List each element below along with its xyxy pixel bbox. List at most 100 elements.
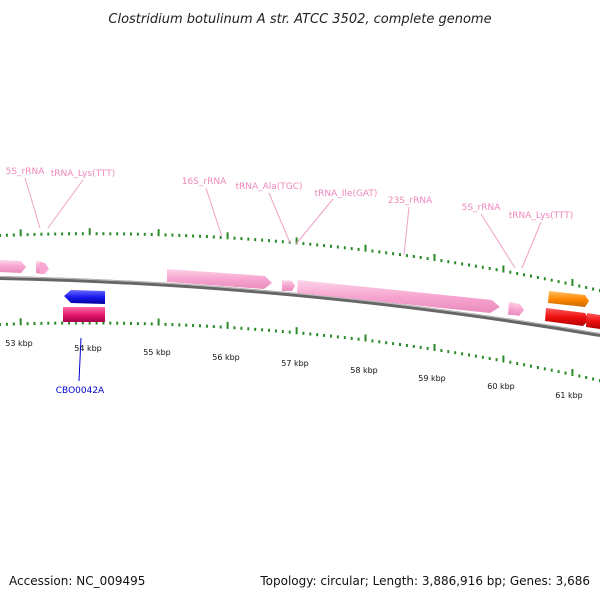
orange-cds-arrow[interactable] [548,291,589,307]
trna-lys-arrow[interactable] [514,303,524,316]
minor-tick [40,232,43,236]
minor-tick [564,281,567,285]
magenta-cds-block[interactable] [63,307,105,322]
minor-tick [543,277,546,281]
minor-tick [199,324,201,328]
minor-tick [164,322,167,326]
minor-tick [12,322,15,326]
minor-tick [585,286,588,289]
minor-tick [309,242,312,246]
minor-tick [233,236,236,240]
minor-tick [371,339,374,343]
minor-tick [5,322,8,326]
minor-tick [530,364,532,368]
minor-tick [309,332,312,336]
minor-tick [378,250,381,254]
minor-tick [68,321,70,325]
ruler-label: 59 kbp [418,374,446,383]
feature-label-trna-lys: tRNA_Lys(TTT) [51,169,116,179]
feature-label-trna-ala: tRNA_Ala(TGC) [235,182,302,192]
minor-tick [47,232,50,236]
major-tick [157,318,160,326]
upper-tick-track [0,228,600,292]
minor-tick [447,260,450,264]
blue-cds-arrow[interactable] [64,290,105,304]
minor-tick [481,265,484,269]
minor-tick [212,325,215,329]
minor-tick [550,368,553,372]
ruler-label: 58 kbp [350,366,378,375]
minor-tick [143,232,146,236]
lower-tick-track [0,317,600,382]
minor-tick [143,322,146,326]
minor-tick [578,284,581,288]
minor-tick [219,235,222,239]
minor-tick [336,335,339,339]
minor-tick [316,243,319,247]
minor-tick [192,324,195,327]
minor-tick [509,360,512,364]
minor-tick [33,322,36,325]
rrna-arrow[interactable] [0,260,26,273]
minor-tick [95,321,98,325]
minor-tick [378,340,381,344]
rrna-16s-arrow[interactable] [167,269,272,289]
major-tick [571,369,574,376]
reverse-features [63,290,105,322]
feature-label-16s-rrna: 16S_rRNA [182,177,227,187]
trna-arrow[interactable] [40,262,49,274]
feature-label-5s-rrna: 5S_rRNA [6,167,46,177]
major-tick [295,237,298,245]
rrna-23s-arrow[interactable] [297,280,500,313]
minor-tick [68,232,70,236]
minor-tick [61,232,64,236]
minor-tick [81,321,84,325]
minor-tick [150,233,153,236]
minor-tick [523,363,526,367]
minor-tick [509,270,512,274]
minor-tick [488,357,491,360]
major-tick [433,344,436,351]
minor-tick [233,326,236,330]
minor-tick [281,330,284,333]
minor-tick [543,367,546,371]
gene-label-cbo0042a[interactable]: CBO0042A [56,386,105,396]
minor-tick [178,323,181,327]
ruler-label: 55 kbp [143,348,171,357]
minor-tick [81,232,84,236]
minor-tick [240,326,243,330]
minor-tick [454,261,457,265]
minor-tick [254,238,257,242]
minor-tick [330,334,332,338]
red-cds-arrow[interactable] [586,313,600,329]
minor-tick [302,331,305,335]
minor-tick [136,232,139,236]
minor-tick [123,232,126,236]
feature-label-trna-lys: tRNA_Lys(TTT) [509,211,574,221]
major-tick [571,279,574,286]
minor-tick [585,376,588,379]
minor-tick [343,336,346,340]
feature-label-23s-rrna: 23S_rRNA [388,196,433,206]
minor-tick [274,329,277,333]
minor-tick [268,239,270,243]
minor-tick [557,280,560,284]
minor-tick [95,232,98,236]
minor-tick [26,233,29,237]
minor-tick [461,262,464,266]
minor-tick [323,333,326,337]
minor-tick [123,321,126,325]
minor-tick [192,234,195,238]
minor-tick [405,344,408,347]
minor-tick [371,249,374,253]
trna-ile-arrow[interactable] [287,280,295,291]
minor-tick [399,253,401,257]
minor-tick [61,321,64,325]
major-tick [502,355,505,363]
minor-tick [392,342,395,346]
minor-tick [316,333,319,337]
minor-tick [281,240,284,244]
red-cds-arrow[interactable] [545,308,589,326]
minor-tick [578,374,581,378]
map-title: Clostridium botulinum A str. ATCC 3502, … [108,12,491,27]
